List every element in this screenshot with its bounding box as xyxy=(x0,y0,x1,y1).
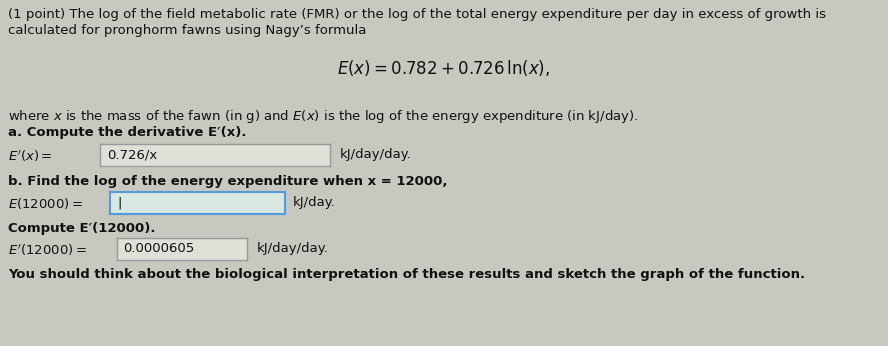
Text: You should think about the biological interpretation of these results and sketch: You should think about the biological in… xyxy=(8,268,805,281)
Text: $E'(x) =$: $E'(x) =$ xyxy=(8,148,52,164)
Text: $E(12000) =$: $E(12000) =$ xyxy=(8,196,83,211)
Text: kJ/day.: kJ/day. xyxy=(293,196,336,209)
Text: $E(x) = 0.782 + 0.726\,\ln(x),$: $E(x) = 0.782 + 0.726\,\ln(x),$ xyxy=(337,58,551,78)
Text: where $x$ is the mass of the fawn (in g) and $E(x)$ is the log of the energy exp: where $x$ is the mass of the fawn (in g)… xyxy=(8,108,638,125)
Text: 0.0000605: 0.0000605 xyxy=(123,243,194,255)
Text: calculated for pronghorm fawns using Nagy’s formula: calculated for pronghorm fawns using Nag… xyxy=(8,24,367,37)
Text: (1 point) The log of the field metabolic rate (FMR) or the log of the total ener: (1 point) The log of the field metabolic… xyxy=(8,8,826,21)
Text: Compute E′(12000).: Compute E′(12000). xyxy=(8,222,155,235)
Text: kJ/day/day.: kJ/day/day. xyxy=(257,242,329,255)
Text: $E'(12000) =$: $E'(12000) =$ xyxy=(8,242,87,257)
Text: kJ/day/day.: kJ/day/day. xyxy=(340,148,412,161)
Text: a. Compute the derivative E′(x).: a. Compute the derivative E′(x). xyxy=(8,126,247,139)
Text: |: | xyxy=(117,197,122,209)
Text: b. Find the log of the energy expenditure when x = 12000,: b. Find the log of the energy expenditur… xyxy=(8,175,448,188)
Text: 0.726/x: 0.726/x xyxy=(107,148,157,162)
